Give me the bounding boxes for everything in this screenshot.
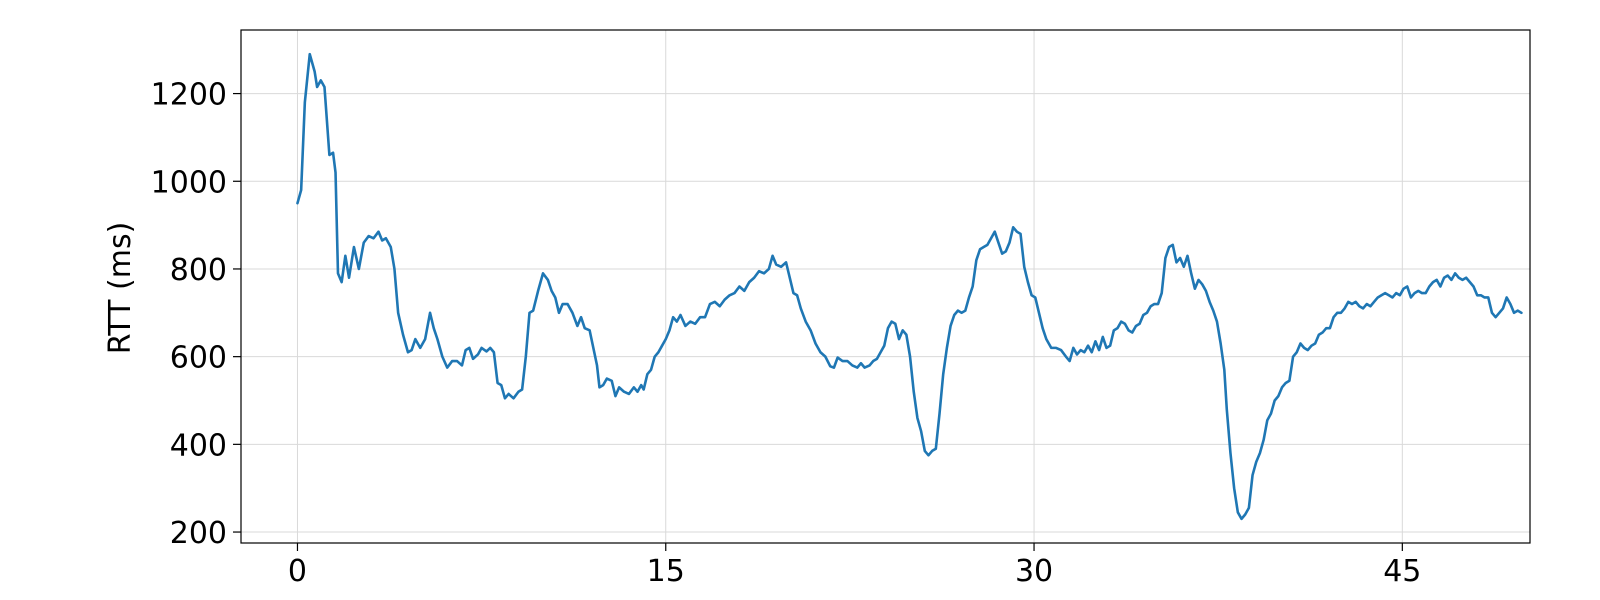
plot-frame [240,29,1531,544]
x-tick-label: 15 [647,554,685,589]
y-tick-label: 400 [170,428,227,463]
axis-ticks: 200 400 600 800 1000 1200 0 15 30 45 [151,78,1422,589]
y-tick-label: 1200 [151,78,227,113]
y-tick-label: 1000 [151,165,227,200]
x-tick-label: 45 [1383,554,1421,589]
grid [241,30,1530,543]
y-tick-label: 600 [170,341,227,376]
x-tick-label: 30 [1015,554,1053,589]
y-tick-label: 800 [170,253,227,288]
y-axis-title: RTT (ms) [103,222,138,355]
x-tick-label: 0 [288,554,307,589]
y-tick-label: 200 [170,516,227,551]
series-line-0 [296,52,1523,521]
series-layer [296,52,1523,521]
